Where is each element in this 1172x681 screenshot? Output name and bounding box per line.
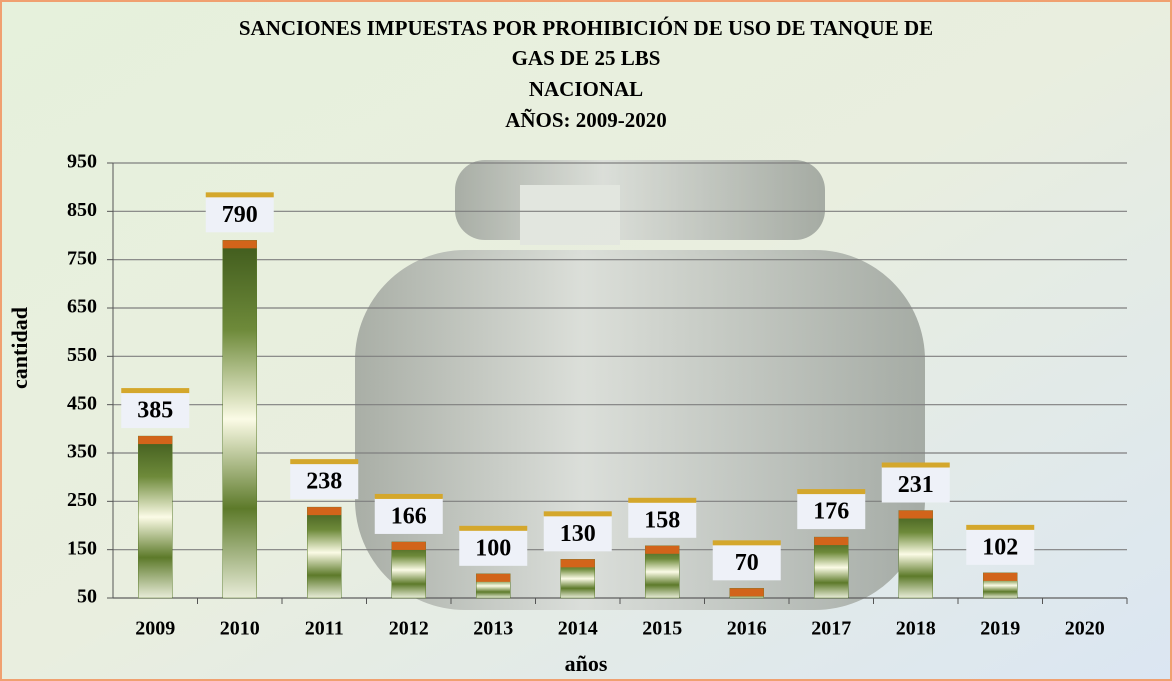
bar-cap [476, 573, 511, 582]
chart-title: GAS DE 25 LBS [512, 46, 661, 70]
data-label: 231 [898, 472, 934, 498]
bar [814, 536, 849, 599]
data-label: 100 [475, 535, 511, 561]
y-tick-label: 750 [67, 247, 97, 269]
data-label: 130 [560, 521, 596, 547]
bar-cap [222, 240, 257, 249]
data-label-cap [543, 511, 612, 517]
y-tick-label: 850 [67, 199, 97, 221]
data-label-box [797, 493, 866, 530]
y-axis-label: cantidad [7, 307, 32, 389]
data-label-cap [628, 497, 697, 503]
data-label-box [628, 501, 697, 538]
data-label: 102 [982, 534, 1018, 560]
x-tick-label: 2020 [1065, 618, 1105, 640]
tank-image [355, 160, 925, 610]
y-tick-label: 150 [67, 537, 97, 559]
data-label-cap [712, 540, 781, 546]
data-label: 158 [644, 507, 680, 533]
y-tick-label: 350 [67, 441, 97, 463]
data-label: 166 [391, 503, 427, 529]
y-tick-label: 50 [77, 586, 97, 608]
bar [391, 541, 426, 599]
x-tick-label: 2016 [727, 618, 767, 640]
x-tick-label: 2018 [896, 618, 936, 640]
data-label: 70 [735, 550, 759, 576]
y-tick-label: 550 [67, 344, 97, 366]
chart-title: NACIONAL [529, 77, 643, 101]
bar-cap [307, 507, 342, 516]
y-tick-label: 250 [67, 489, 97, 511]
data-label: 238 [306, 469, 342, 495]
x-tick-label: 2019 [980, 618, 1020, 640]
data-label-box [374, 497, 443, 534]
x-tick-label: 2015 [642, 618, 682, 640]
bar-cap [983, 572, 1018, 581]
bar [138, 435, 173, 599]
x-tick-label: 2011 [305, 618, 344, 640]
data-label-cap [797, 489, 866, 495]
data-label-cap [205, 192, 274, 198]
data-label-box [290, 463, 359, 500]
chart-title: SANCIONES IMPUESTAS POR PROHIBICIÓN DE U… [239, 16, 933, 40]
bar-cap [729, 588, 764, 597]
data-label-box [881, 466, 950, 503]
data-label-box [459, 529, 528, 566]
bar-cap [560, 559, 595, 568]
x-tick-label: 2012 [389, 618, 429, 640]
y-tick-label: 650 [67, 296, 97, 318]
data-label-cap [290, 459, 359, 465]
bar-cap [898, 510, 933, 519]
bar [898, 510, 933, 599]
x-tick-label: 2009 [135, 618, 175, 640]
chart-title: AÑOS: 2009-2020 [505, 108, 667, 132]
data-label-cap [121, 388, 190, 394]
data-label: 176 [813, 499, 849, 525]
bar-cap [138, 436, 173, 445]
data-label-box [205, 196, 274, 233]
x-tick-label: 2010 [220, 618, 260, 640]
x-tick-label: 2017 [811, 618, 851, 640]
data-label-cap [881, 462, 950, 468]
x-tick-label: 2013 [473, 618, 513, 640]
data-label-cap [459, 525, 528, 531]
bar-cap [645, 545, 680, 554]
bar-cap [814, 537, 849, 546]
data-label-cap [374, 493, 443, 499]
x-tick-label: 2014 [558, 618, 598, 640]
x-axis-label: años [565, 651, 608, 676]
data-label-cap [966, 524, 1035, 530]
data-label-box [712, 544, 781, 581]
y-tick-label: 950 [67, 151, 97, 173]
bar [222, 240, 257, 599]
data-label-box [543, 515, 612, 552]
data-label-box [966, 528, 1035, 565]
y-tick-label: 450 [67, 392, 97, 414]
bar [307, 506, 342, 599]
data-label: 385 [137, 398, 173, 424]
data-label: 790 [222, 202, 258, 228]
data-label-box [121, 392, 190, 429]
bar-cap [391, 541, 426, 550]
